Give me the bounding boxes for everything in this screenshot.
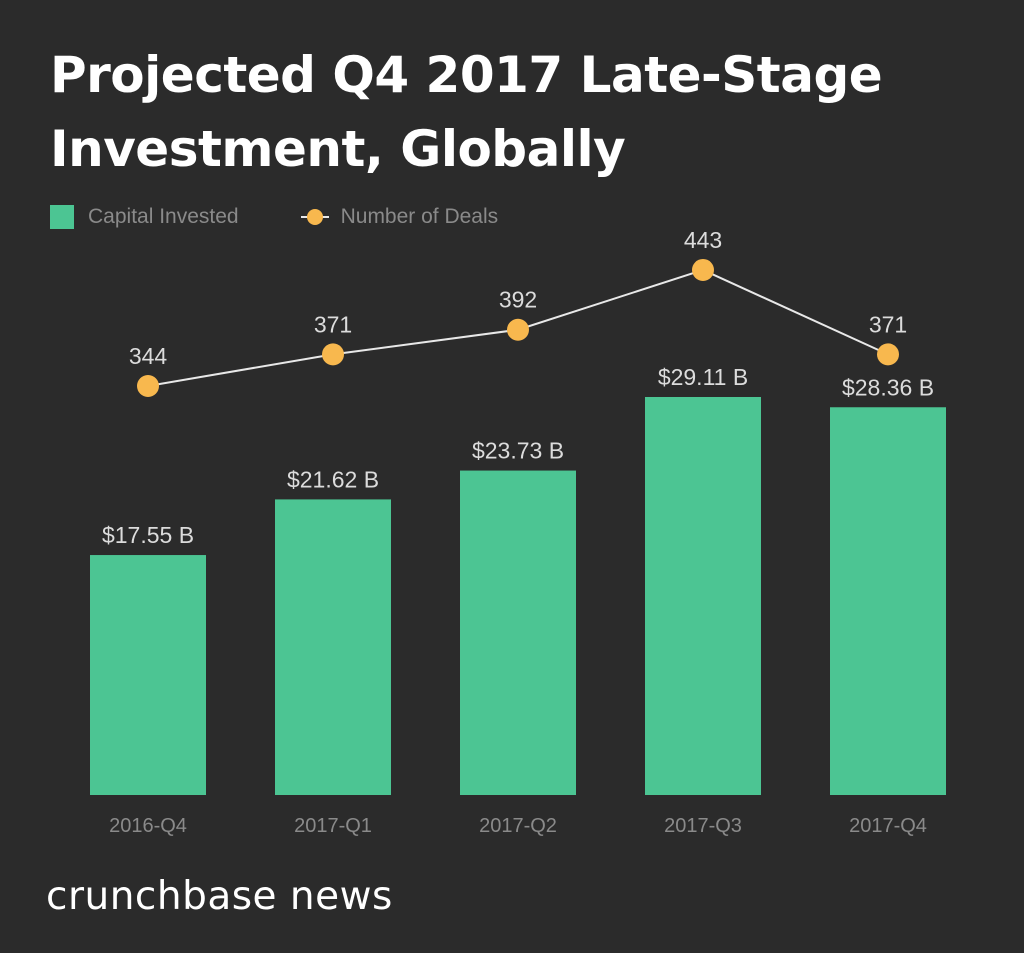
deals-value-label-2016-Q4: 344: [129, 343, 168, 369]
line-marker-icon: [300, 205, 329, 229]
deals-point-2017-Q3: [692, 258, 714, 281]
bar-value-label-2017-Q3: $29.11 B: [658, 364, 748, 390]
deals-point-2017-Q2: [507, 318, 529, 341]
legend-item-number-of-deals: Number of Deals: [300, 205, 499, 229]
legend-label-capital-invested: Capital Invested: [88, 205, 239, 228]
x-tick-label-2017-Q4: 2017-Q4: [849, 815, 927, 837]
x-tick-label-2017-Q1: 2017-Q1: [294, 815, 372, 837]
deals-value-label-2017-Q4: 371: [869, 311, 907, 337]
deals-value-label-2017-Q3: 443: [684, 227, 722, 253]
legend-item-capital-invested: Capital Invested: [50, 205, 239, 229]
bar-value-label-2017-Q2: $23.73 B: [472, 438, 564, 464]
bar-value-label-2017-Q1: $21.62 B: [287, 466, 379, 492]
x-tick-label-2016-Q4: 2016-Q4: [109, 815, 187, 837]
brand-logo: crunchbase news: [46, 874, 393, 919]
deals-point-2016-Q4: [137, 375, 159, 397]
x-tick-label-2017-Q3: 2017-Q3: [664, 815, 742, 837]
bar-2017-Q1: [275, 499, 391, 795]
deals-point-2017-Q1: [322, 343, 344, 366]
bar-2017-Q3: [645, 397, 761, 795]
deals-point-2017-Q4: [877, 343, 899, 366]
bar-2017-Q4: [830, 407, 946, 795]
chart-title: Projected Q4 2017 Late-Stage Investment,…: [50, 46, 883, 178]
legend-label-number-of-deals: Number of Deals: [340, 205, 499, 228]
deals-value-label-2017-Q2: 392: [499, 287, 537, 313]
x-tick-label-2017-Q2: 2017-Q2: [479, 815, 557, 837]
bar-2017-Q2: [460, 470, 576, 795]
deals-value-label-2017-Q1: 371: [314, 311, 352, 337]
bar-value-label-2017-Q4: $28.36 B: [842, 374, 934, 400]
bar-swatch-icon: [50, 205, 74, 229]
chart-legend: Capital Invested Number of Deals: [50, 202, 560, 232]
bar-2016-Q4: [90, 555, 206, 795]
bar-value-label-2016-Q4: $17.55 B: [102, 522, 194, 548]
